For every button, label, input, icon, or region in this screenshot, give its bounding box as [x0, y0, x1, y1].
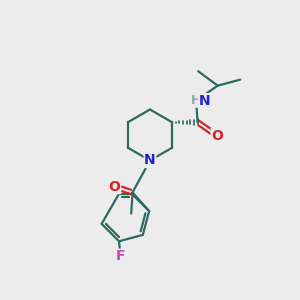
Text: O: O — [109, 179, 121, 194]
Text: O: O — [211, 129, 223, 143]
Text: F: F — [116, 249, 125, 263]
Text: N: N — [144, 154, 156, 167]
Text: N: N — [199, 94, 210, 108]
Text: H: H — [191, 94, 201, 107]
